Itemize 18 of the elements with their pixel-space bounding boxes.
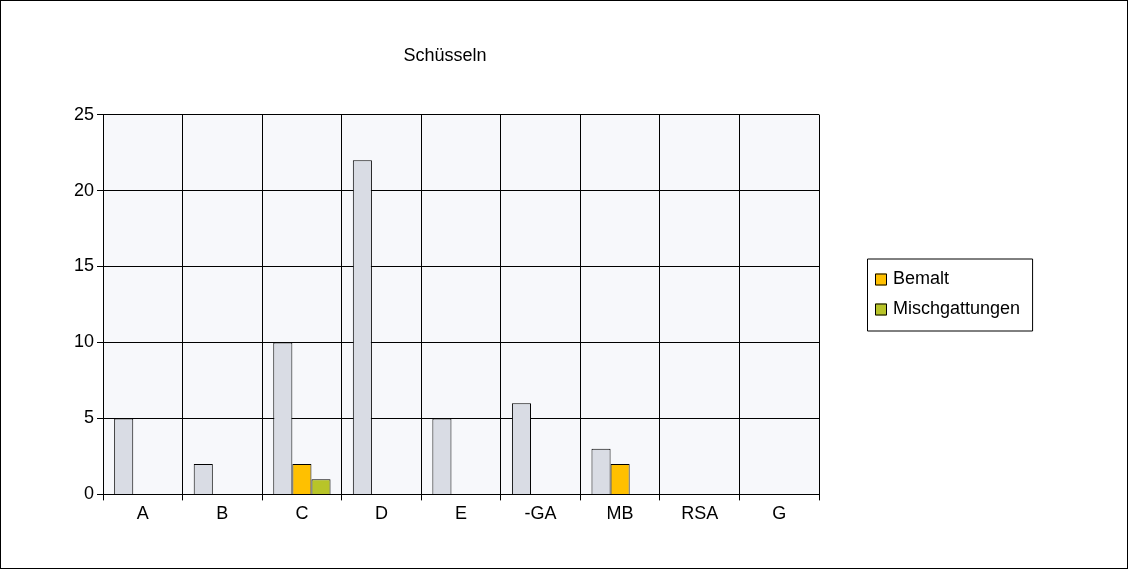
y-tick-label: 5 [84,407,95,428]
x-tick-label: MB [606,503,634,524]
legend-label: Bemalt [893,268,950,289]
y-tick-label: 20 [73,179,95,200]
x-tick-label: -GA [524,503,557,524]
x-tick-label: D [374,503,388,524]
x-tick-label: B [216,503,229,524]
x-tick-label: RSA [681,503,719,524]
chart-title: Schüsseln [403,44,487,65]
y-tick-label: 10 [73,331,95,352]
y-tick-label: 0 [84,483,95,504]
y-tick-label: 25 [73,103,95,124]
legend-label: Mischgattungen [893,298,1021,319]
x-tick-label: C [295,503,309,524]
y-tick-label: 15 [73,255,95,276]
x-tick-label: E [455,503,468,524]
x-tick-label: A [136,503,149,524]
x-tick-label: G [772,503,787,524]
